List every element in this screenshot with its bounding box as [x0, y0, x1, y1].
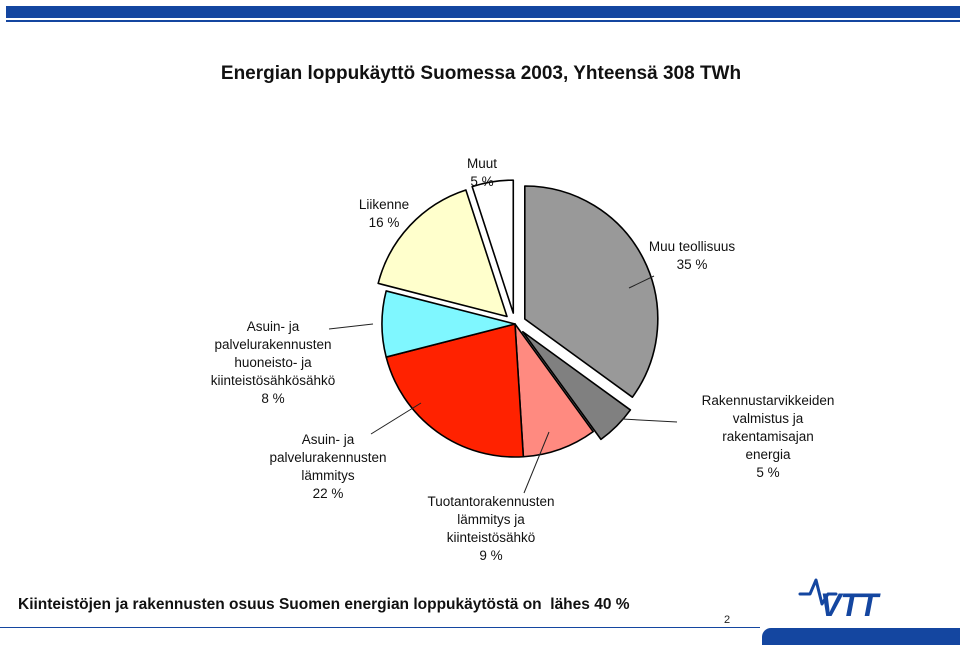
slice-label-muu-teollisuus: Muu teollisuus 35 % [649, 239, 736, 272]
pie-slice-asuin-huoneisto [381, 290, 516, 358]
pie-slice-rakennustarvikkeiden [521, 330, 632, 441]
slice-label-liikenne: Liikenne 16 % [359, 197, 409, 230]
top-banner-rule [6, 20, 960, 22]
leader-line-asuin-lammitys [370, 402, 422, 435]
footer-rule [0, 627, 760, 628]
chart-panel: Energian loppukäyttö Suomessa 2003, Yhte… [66, 28, 896, 568]
slide-caption: Kiinteistöjen ja rakennusten osuus Suome… [18, 596, 630, 613]
vtt-logo-icon: VTT [798, 578, 882, 623]
vtt-logo-text: VTT [820, 587, 881, 622]
slice-label-tuotantorakennusten: Tuotantorakennusten lämmitys ja kiinteistö… [427, 494, 554, 563]
pie-slice-muu-teollisuus [524, 185, 659, 398]
page-number: 2 [724, 614, 731, 626]
slice-label-asuin-huoneisto: Asuin- ja palvelurakennusten huoneisto- ja… [211, 319, 336, 406]
top-banner [0, 0, 960, 22]
leader-line-muu-teollisuus [628, 275, 655, 289]
top-banner-fill [6, 6, 960, 18]
vtt-logo: VTT [798, 574, 916, 627]
pie-chart: Energian loppukäyttö Suomessa 2003, Yhte… [211, 63, 835, 563]
slice-label-muut: Muut 5 % [467, 156, 497, 189]
slice-label-asuin-lammitys: Asuin- ja palvelurakennusten lämmitys 22 % [269, 432, 386, 501]
leader-line-asuin-huoneisto [328, 323, 374, 330]
pie-slice-muut [471, 179, 515, 314]
leader-line-tuotantorakennusten [523, 431, 550, 494]
chart-title: Energian loppukäyttö Suomessa 2003, Yhte… [221, 63, 741, 84]
footer-bar [762, 628, 960, 645]
leader-line-rakennustarvikkeiden [621, 418, 678, 423]
pie-slice-liikenne [377, 189, 508, 318]
pie-slice-asuin-lammitys [385, 323, 525, 458]
slice-label-rakennustarvikkeiden: Rakennustarvikkeiden valmistus ja rakentam… [702, 393, 835, 480]
